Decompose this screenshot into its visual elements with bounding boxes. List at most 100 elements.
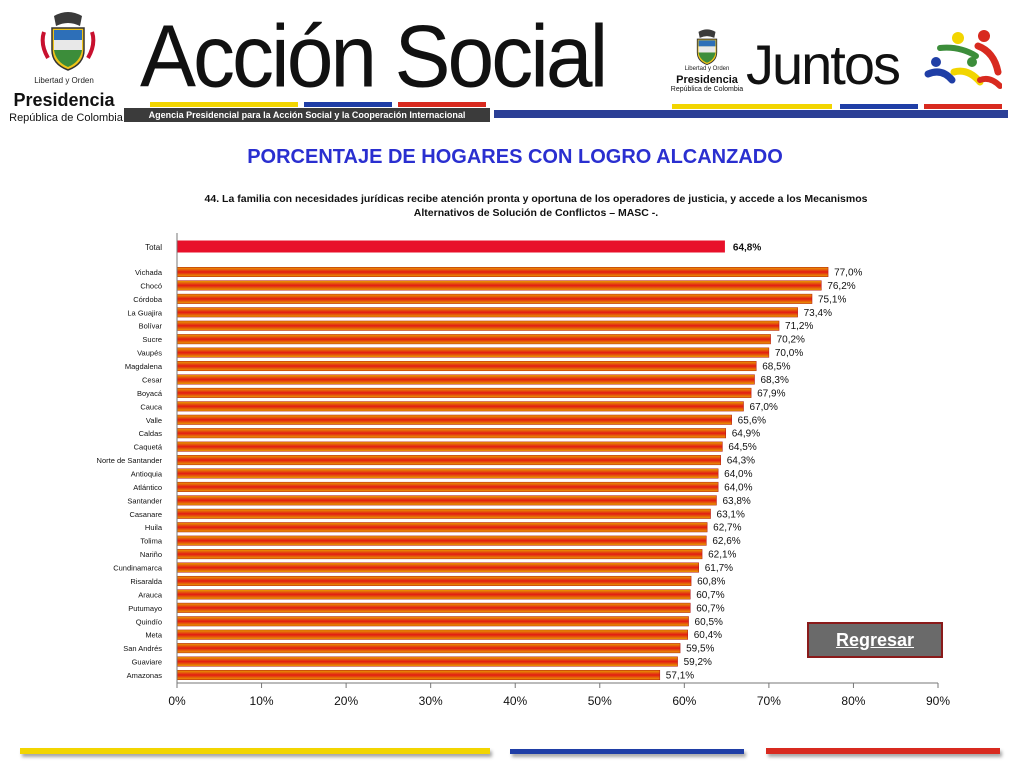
bar	[176, 522, 708, 533]
data-label: 62,1%	[708, 550, 736, 561]
data-label: 64,5%	[728, 442, 756, 453]
bar	[176, 293, 813, 304]
bar	[176, 401, 744, 412]
chart-title: Alternativos de Solución de Conflictos –…	[414, 207, 659, 219]
back-button[interactable]: Regresar	[807, 622, 943, 658]
bar	[176, 562, 699, 573]
bar	[176, 414, 732, 425]
bar	[176, 347, 770, 358]
x-tick-label: 30%	[419, 694, 443, 708]
juntos-figures-icon	[924, 30, 1002, 89]
category-label: Antioquia	[131, 470, 163, 479]
category-label: Cesar	[142, 375, 163, 384]
data-label: 77,0%	[834, 268, 862, 279]
page-title: PORCENTAJE DE HOGARES CON LOGRO ALCANZAD…	[247, 146, 783, 168]
bar	[176, 361, 757, 372]
data-label: 62,7%	[713, 523, 741, 534]
bar	[176, 320, 780, 331]
x-tick-label: 90%	[926, 694, 950, 708]
bar	[176, 602, 691, 613]
x-tick-label: 50%	[588, 694, 612, 708]
data-label: 70,2%	[777, 335, 805, 346]
coat-of-arms-icon	[40, 12, 96, 71]
bar	[176, 589, 691, 600]
data-label: 76,2%	[827, 281, 855, 292]
bar	[176, 481, 719, 492]
bar	[176, 549, 703, 560]
data-label: 65,6%	[738, 415, 766, 426]
presidencia-text: Presidencia	[13, 90, 115, 110]
data-label: 73,4%	[804, 308, 832, 319]
presidencia-text: Presidencia	[676, 74, 738, 86]
category-label: Risaralda	[130, 577, 163, 586]
data-label: 60,7%	[696, 590, 724, 601]
category-label: Casanare	[129, 510, 162, 519]
coat-of-arms-icon	[696, 29, 718, 66]
category-label: Atlántico	[133, 483, 162, 492]
accent-bar-blue	[304, 102, 392, 107]
bar-chart: 44. La familia con necesidades jurídicas…	[97, 193, 951, 708]
bar	[176, 441, 723, 452]
header-divider	[494, 110, 1008, 118]
x-tick-label: 80%	[841, 694, 865, 708]
data-label: 60,7%	[696, 603, 724, 614]
data-label: 64,9%	[732, 429, 760, 440]
data-label: 57,1%	[666, 671, 694, 682]
bar	[176, 428, 727, 439]
category-label: Chocó	[140, 281, 162, 290]
category-label: Meta	[145, 631, 163, 640]
data-label: 59,5%	[686, 644, 714, 655]
category-label: Tolima	[140, 537, 163, 546]
category-label: Caldas	[139, 429, 163, 438]
bar	[176, 495, 717, 506]
category-label: Guaviare	[132, 658, 162, 667]
juntos-wordmark: Juntos	[746, 33, 901, 96]
category-label: Caquetá	[134, 443, 163, 452]
bar	[176, 307, 798, 318]
data-label: 60,5%	[695, 617, 723, 628]
category-label: Cauca	[140, 402, 163, 411]
bar	[176, 629, 688, 640]
motto-text: Libertad y Orden	[34, 76, 94, 85]
category-label: Vaupés	[137, 349, 162, 358]
accent-bar-blue	[840, 104, 918, 109]
bar	[176, 508, 711, 519]
category-label: Huila	[145, 523, 163, 532]
chart-title: 44. La familia con necesidades jurídicas…	[205, 193, 868, 205]
category-label: Vichada	[135, 268, 163, 277]
category-label: Total	[145, 243, 162, 252]
bar	[176, 387, 752, 398]
bar	[176, 267, 829, 277]
category-label: Córdoba	[133, 295, 163, 304]
footer-bar-blue	[510, 749, 744, 754]
bar	[176, 643, 681, 654]
bar	[176, 670, 661, 680]
x-tick-label: 10%	[250, 694, 274, 708]
data-label: 60,8%	[697, 576, 725, 587]
data-label: 59,2%	[684, 657, 712, 668]
footer-bar-yellow	[20, 748, 490, 754]
juntos-logo: Libertad y Orden Presidencia República d…	[670, 26, 1004, 110]
data-label: 68,5%	[762, 362, 790, 373]
category-label: Boyacá	[137, 389, 163, 398]
x-tick-label: 0%	[168, 694, 186, 708]
republica-text: República de Colombia	[670, 86, 744, 93]
data-label: 64,3%	[727, 456, 755, 467]
data-label: 64,0%	[724, 482, 752, 493]
category-label: Amazonas	[127, 671, 163, 680]
data-label: 75,1%	[818, 294, 846, 305]
data-label: 71,2%	[785, 321, 813, 332]
category-label: Arauca	[138, 590, 163, 599]
data-label: 67,0%	[750, 402, 778, 413]
bar	[176, 374, 755, 385]
category-label: Valle	[146, 416, 162, 425]
x-tick-label: 40%	[503, 694, 527, 708]
data-label: 63,1%	[717, 509, 745, 520]
bar	[176, 656, 678, 667]
bar	[176, 616, 689, 627]
motto-text: Libertad y Orden	[684, 66, 730, 72]
republica-text: República de Colombia	[9, 112, 123, 124]
accent-bar-red	[398, 102, 486, 107]
category-label: La Guajira	[127, 308, 162, 317]
category-label: Cundinamarca	[113, 564, 163, 573]
